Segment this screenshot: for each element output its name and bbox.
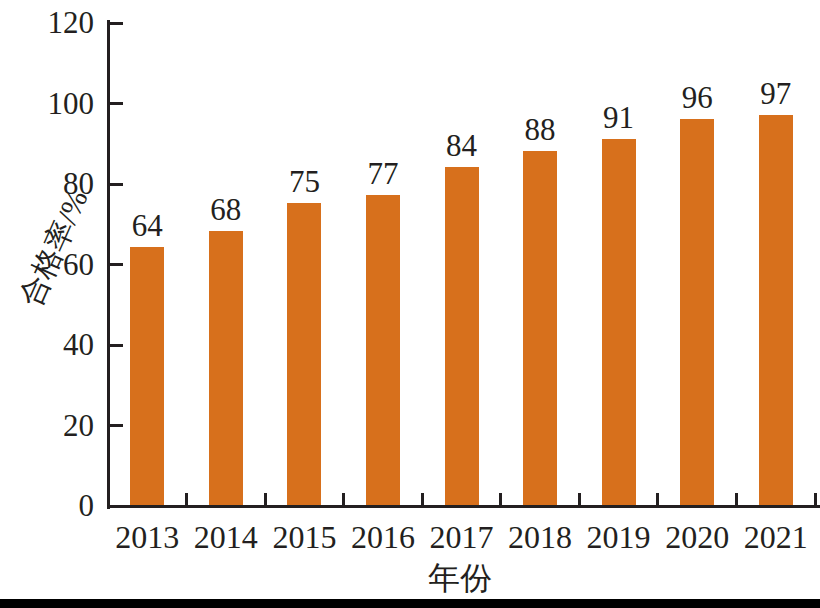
x-axis-line [107,505,820,508]
bar-value-label: 68 [186,194,266,226]
bar [209,231,243,505]
x-tick-mark [499,493,502,506]
bar [680,119,714,505]
bar [602,139,636,505]
bar-value-label: 84 [422,130,502,162]
y-tick-mark [110,424,123,427]
y-tick-label: 40 [4,329,94,361]
bar [759,115,793,505]
y-tick-mark [110,183,123,186]
bar [445,167,479,505]
x-axis-title: 年份 [398,561,522,595]
bar-value-label: 88 [500,114,580,146]
x-tick-mark [421,493,424,506]
x-tick-mark [264,493,267,506]
x-tick-mark [342,493,345,506]
y-tick-label: 60 [4,249,94,281]
bar-value-label: 77 [343,158,423,190]
bar-value-label: 75 [264,166,344,198]
bar-chart-figure: 合格率/% 年份 0204060801001206420136820147520… [0,0,820,608]
bar-value-label: 64 [107,210,187,242]
x-tick-label: 2021 [728,521,820,553]
y-tick-label: 0 [4,490,94,522]
bar [130,247,164,505]
y-tick-label: 20 [4,410,94,442]
x-tick-mark [735,493,738,506]
bar-value-label: 96 [657,82,737,114]
x-tick-mark [656,493,659,506]
y-tick-label: 100 [4,88,94,120]
y-tick-mark [110,102,123,105]
bar [287,203,321,505]
y-tick-mark [110,263,123,266]
bar-value-label: 91 [579,102,659,134]
bar [523,151,557,505]
bar-value-label: 97 [736,78,816,110]
x-tick-mark [814,493,817,506]
x-tick-mark [578,493,581,506]
x-tick-mark [185,493,188,506]
y-tick-mark [110,344,123,347]
y-tick-label: 80 [4,168,94,200]
bar [366,195,400,505]
y-tick-mark [110,22,123,25]
y-tick-label: 120 [4,7,94,39]
bottom-border-bar [0,599,820,608]
